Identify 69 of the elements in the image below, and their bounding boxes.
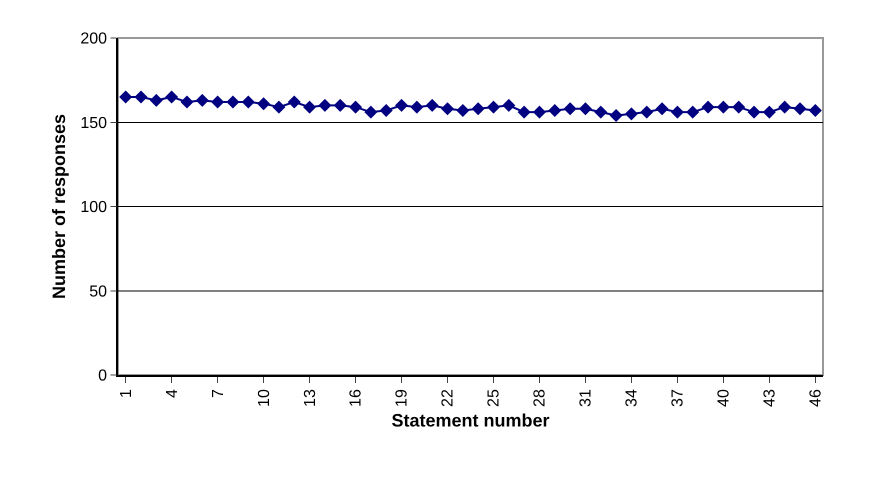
point (134, 90, 148, 104)
point (472, 102, 485, 116)
point (426, 98, 439, 112)
point (226, 96, 240, 109)
x-tick-label: 1 (118, 389, 135, 398)
point (808, 104, 822, 117)
point (502, 98, 516, 112)
point (518, 106, 531, 119)
point (532, 106, 546, 119)
point (318, 98, 332, 112)
y-tick-label: 150 (80, 114, 108, 132)
x-tick-label: 43 (762, 389, 779, 407)
point (180, 96, 194, 109)
point (794, 102, 807, 116)
point (778, 100, 792, 114)
point (119, 90, 132, 104)
y-axis-title: Number of responses (49, 114, 70, 300)
point (624, 107, 638, 120)
x-tick-label: 34 (624, 389, 641, 407)
point (303, 100, 316, 114)
point (334, 98, 347, 112)
point (686, 106, 700, 119)
point (748, 106, 761, 119)
x-tick-label: 4 (164, 389, 181, 398)
point (211, 96, 224, 109)
point (578, 102, 592, 116)
point (272, 100, 286, 114)
point (349, 100, 362, 114)
y-tick-label: 100 (80, 199, 108, 216)
point (656, 102, 669, 116)
x-tick-label: 31 (578, 389, 595, 407)
x-tick-label: 16 (348, 389, 365, 407)
point (410, 100, 424, 114)
point (548, 104, 562, 117)
x-tick-label: 40 (716, 389, 733, 407)
point (242, 96, 255, 109)
point (288, 96, 301, 109)
x-tick-label: 28 (532, 389, 549, 407)
x-tick-label: 25 (486, 389, 503, 407)
point (364, 106, 378, 119)
x-tick-label: 22 (440, 389, 457, 407)
x-tick-label: 7 (210, 389, 227, 398)
point (702, 100, 715, 114)
point (610, 109, 623, 122)
point (762, 106, 776, 119)
point (257, 97, 270, 110)
point (732, 100, 746, 114)
point (640, 106, 654, 119)
point (716, 100, 730, 114)
y-tick-label: 50 (89, 283, 108, 300)
x-tick-label: 19 (394, 389, 411, 407)
point (594, 106, 608, 119)
y-tick-label: 200 (80, 30, 108, 48)
point (670, 106, 684, 119)
point (150, 94, 163, 107)
point (564, 102, 577, 116)
x-tick-label: 46 (808, 389, 825, 407)
point (456, 104, 470, 117)
x-axis-title: Statement number (391, 410, 550, 431)
point (380, 104, 393, 117)
point (441, 102, 454, 116)
x-tick-label: 13 (302, 389, 319, 407)
point (165, 90, 178, 104)
point (196, 94, 209, 107)
y-tick-label: 0 (98, 368, 108, 385)
point (486, 100, 500, 114)
x-tick-label: 37 (670, 389, 687, 407)
x-tick-label: 10 (256, 389, 273, 407)
point (395, 98, 408, 112)
